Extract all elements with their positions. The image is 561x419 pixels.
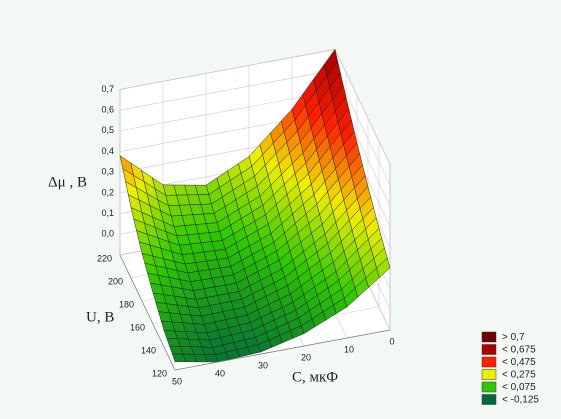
- z-tick-label: 0,1: [101, 208, 114, 218]
- grid-line: [334, 49, 391, 165]
- legend-swatch: [481, 344, 497, 355]
- x-axis-title: C, мкФ: [292, 369, 338, 385]
- y-tick-label: 180: [119, 299, 134, 309]
- y-tick-label: 160: [130, 322, 145, 332]
- legend-text: > 0,7: [502, 332, 525, 343]
- x-tick-label: 0: [389, 336, 394, 346]
- y-tick-label: 220: [97, 253, 112, 263]
- grid-line: [119, 69, 336, 111]
- y-tick-label: 140: [141, 345, 156, 355]
- y-tick-label: 120: [152, 368, 167, 378]
- x-tick-label: 40: [215, 368, 225, 378]
- legend-text: < -0,125: [502, 395, 539, 406]
- legend-text: < 0,675: [502, 345, 536, 356]
- legend-swatch: [481, 394, 497, 405]
- legend-swatch: [481, 356, 497, 368]
- z-tick-label: 0,7: [101, 84, 114, 94]
- z-tick-label: 0,3: [101, 167, 114, 177]
- axis-line: [119, 254, 176, 371]
- grid-line: [119, 49, 336, 90]
- z-tick-label: 0,6: [101, 104, 114, 114]
- z-tick-label: 0,4: [101, 146, 114, 156]
- surface-patch: [171, 353, 187, 363]
- z-axis-title: Δμ , В: [48, 174, 87, 190]
- z-tick-label: 0,2: [101, 187, 114, 197]
- x-tick-label: 10: [344, 344, 354, 354]
- legend-swatch: [481, 381, 497, 393]
- x-tick-label: 50: [172, 376, 182, 386]
- legend-text: < 0,075: [502, 382, 536, 393]
- z-tick-label: 0,5: [101, 125, 114, 135]
- x-tick-label: 30: [258, 360, 268, 370]
- axis-line: [174, 329, 391, 371]
- legend-text: < 0,475: [502, 357, 536, 368]
- y-tick-label: 200: [108, 276, 123, 286]
- grid-line: [119, 90, 336, 132]
- x-tick-label: 20: [301, 352, 311, 362]
- legend-swatch: [481, 331, 497, 343]
- legend-text: < 0,275: [502, 370, 536, 381]
- z-tick-label: 0,0: [101, 229, 114, 239]
- legend-swatch: [481, 369, 497, 380]
- y-axis-title: U, В: [86, 309, 114, 325]
